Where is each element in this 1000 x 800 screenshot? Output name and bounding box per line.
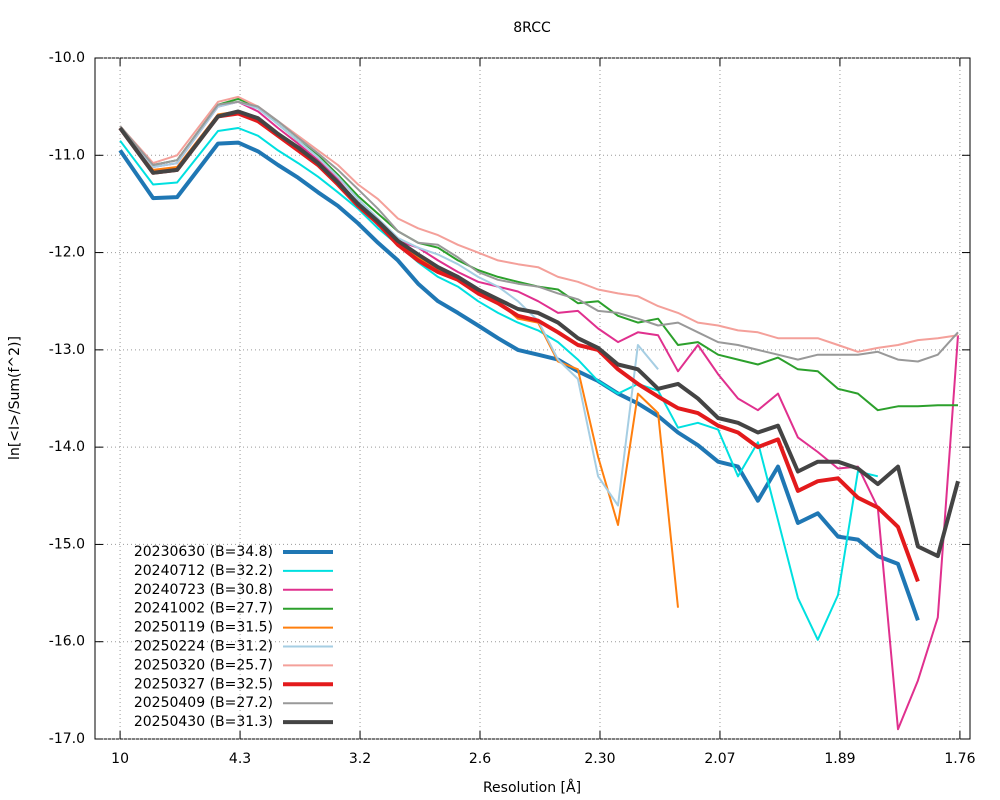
y-axis-label: ln[<I>/Sum(f^2)]: [7, 336, 23, 460]
legend-label: 20240723 (B=30.8): [134, 582, 273, 598]
series-line: [119, 100, 959, 731]
x-tick-label: 2.6: [469, 751, 491, 767]
series-line: [118, 109, 960, 559]
legend-label: 20250327 (B=32.5): [134, 676, 273, 692]
x-tick-label: 3.2: [349, 751, 371, 767]
series-line: [118, 140, 920, 621]
legend-label: 20250320 (B=25.7): [134, 657, 273, 673]
legend-label: 20241002 (B=27.7): [134, 601, 273, 617]
y-tick-label: -15.0: [49, 536, 85, 552]
chart-title: 8RCC: [513, 20, 551, 36]
legend-label: 20240712 (B=32.2): [134, 563, 273, 579]
y-tick-label: -10.0: [49, 50, 85, 66]
legend-label: 20250119 (B=31.5): [134, 620, 273, 636]
y-tick-label: -17.0: [49, 731, 85, 747]
x-tick-label: 10: [111, 751, 129, 767]
legend-label: 20250224 (B=31.2): [134, 639, 273, 655]
x-tick-label: 2.30: [584, 751, 615, 767]
legend-label: 20250430 (B=31.3): [134, 714, 273, 730]
series-line: [119, 100, 959, 363]
x-tick-label: 2.07: [704, 751, 735, 767]
x-tick-label: 4.3: [229, 751, 251, 767]
x-axis-label: Resolution [Å]: [483, 779, 581, 796]
series-line: [119, 95, 959, 353]
y-tick-label: -14.0: [49, 439, 85, 455]
series-line: [119, 110, 679, 608]
y-tick-label: -12.0: [49, 245, 85, 261]
plot-frame: [94, 57, 971, 740]
y-tick-label: -16.0: [49, 634, 85, 650]
series-line: [118, 111, 920, 583]
legend-label: 20250409 (B=27.2): [134, 695, 273, 711]
x-tick-label: 1.76: [944, 751, 975, 767]
y-tick-label: -13.0: [49, 342, 85, 358]
legend-label: 20230630 (B=34.8): [134, 544, 273, 560]
y-tick-label: -11.0: [49, 147, 85, 163]
x-tick-label: 1.89: [824, 751, 855, 767]
series-line: [119, 127, 879, 641]
